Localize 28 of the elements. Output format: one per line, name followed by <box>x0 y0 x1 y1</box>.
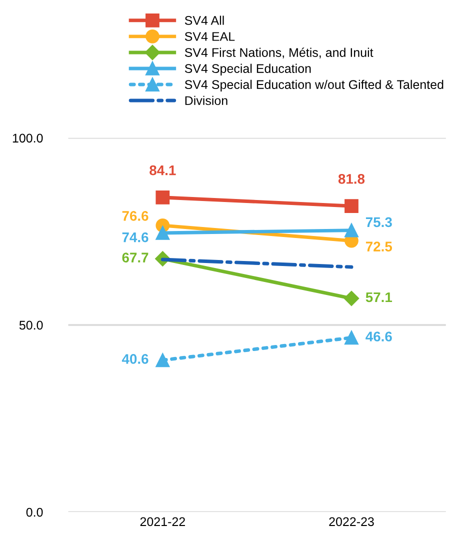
point <box>156 190 170 204</box>
data-label: 57.1 <box>366 292 392 302</box>
data-label: 81.8 <box>338 174 365 184</box>
data-label: 40.6 <box>122 354 148 364</box>
y-tick-label: 0.0 <box>26 508 43 517</box>
data-label: 72.5 <box>366 242 392 252</box>
point <box>156 353 170 368</box>
legend-label: SV4 Special Education <box>184 64 311 76</box>
legend-label: Division <box>185 96 228 106</box>
legend-label: SV4 All <box>184 16 224 25</box>
point <box>344 199 358 213</box>
data-label: 67.7 <box>122 252 148 262</box>
y-tick-label: 50.0 <box>19 320 43 330</box>
data-label: 74.6 <box>122 232 148 242</box>
y-tick-label: 100.0 <box>12 134 43 143</box>
x-tick-label: 2021-22 <box>140 517 185 526</box>
legend-label: SV4 Special Education w/out Gifted & Talented <box>184 80 444 92</box>
point <box>344 330 358 345</box>
point <box>344 290 360 306</box>
point <box>344 223 358 238</box>
legend-label: SV4 First Nations, Métis, and Inuit <box>184 48 374 58</box>
x-tick-label: 2022-23 <box>329 517 374 526</box>
data-label: 75.3 <box>366 217 392 228</box>
legend-label: SV4 EAL <box>184 32 235 41</box>
data-label: 84.1 <box>150 165 176 176</box>
data-label: 76.6 <box>122 211 148 221</box>
point <box>156 226 170 240</box>
data-label: 46.6 <box>366 332 392 342</box>
